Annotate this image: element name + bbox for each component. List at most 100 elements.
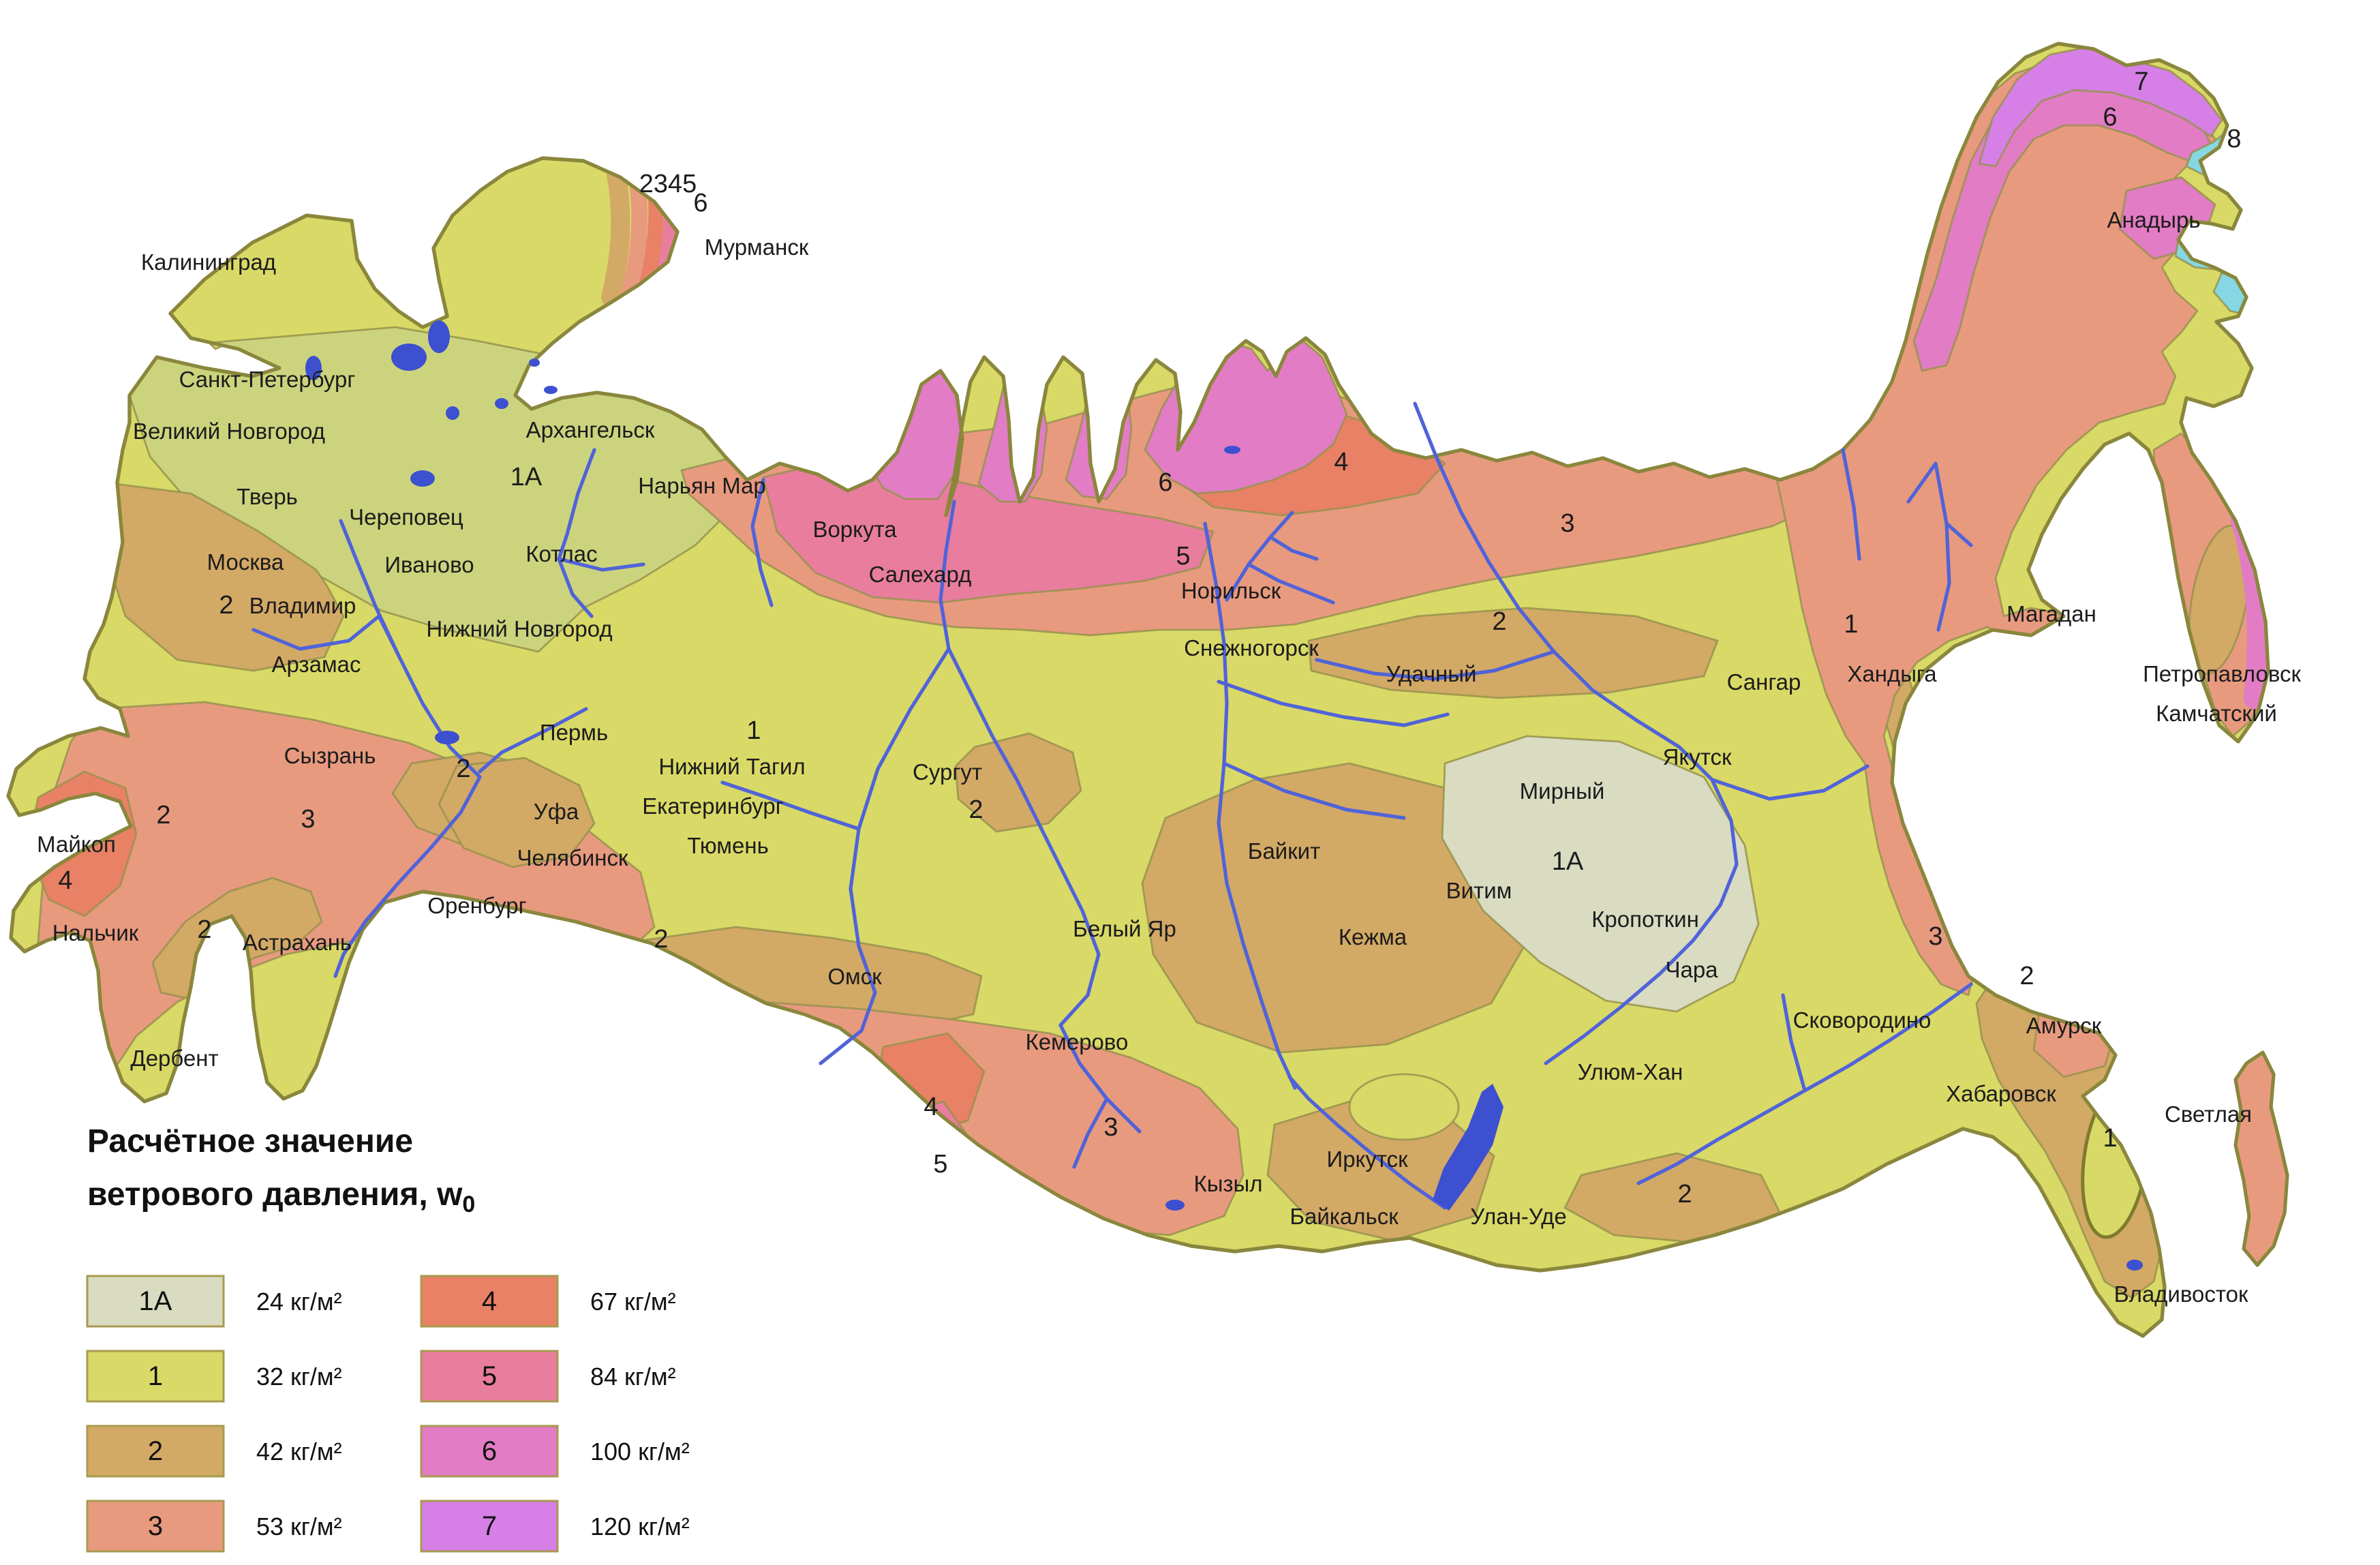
city-label: Уфа	[534, 799, 579, 824]
lena-river	[1413, 401, 1739, 1065]
zone5-vorkuta-band	[762, 457, 1215, 604]
city-label: Петропавловск	[2143, 661, 2301, 686]
legend-title-line1: Расчётное значение	[87, 1123, 413, 1159]
city-label: Астрахань	[243, 930, 352, 955]
dvina-river	[557, 448, 596, 618]
city-label: Омск	[827, 964, 882, 989]
zone-number-label: 2	[456, 755, 470, 783]
city-label: Витим	[1446, 878, 1512, 903]
lake-ladoga	[391, 344, 427, 371]
zone-number-label: 2	[1677, 1180, 1692, 1209]
sakhalin-island	[2233, 1050, 2289, 1267]
zone-number-label: 4	[1334, 448, 1348, 476]
legend-zone-label: 4	[482, 1286, 497, 1316]
legend-value-label: 53 кг/м²	[256, 1513, 342, 1540]
lakes	[305, 320, 2143, 1271]
legend-swatch-6	[420, 1425, 559, 1478]
city-label: Архангельск	[526, 417, 655, 442]
city-label: Кежма	[1339, 924, 1407, 949]
legend: Расчётное значение ветрового давления, w…	[86, 1123, 690, 1553]
city-label: Амурск	[2026, 1013, 2102, 1038]
legend-swatch-2	[86, 1425, 225, 1478]
city-label: Белый Яр	[1073, 916, 1176, 941]
zeya-river	[1781, 993, 1807, 1093]
zone-number-label: 2	[156, 801, 170, 830]
zone-number-label: 1	[1844, 610, 1858, 639]
city-label: Санкт-Петербург	[179, 367, 356, 392]
legend-swatch-7	[420, 1500, 559, 1553]
city-label: Салехард	[869, 562, 972, 587]
zone-number-label: 7	[2134, 67, 2148, 96]
yenisei-river	[1203, 521, 1297, 1090]
city-label: Светлая	[2165, 1101, 2252, 1127]
zone-number-label: 2	[219, 591, 233, 620]
legend-value-label: 84 кг/м²	[590, 1363, 676, 1391]
zone2-moscow	[102, 483, 345, 672]
pechora-river	[750, 478, 774, 607]
taymyr-rivers	[1225, 511, 1335, 605]
city-label: Пермь	[540, 720, 608, 745]
city-label: Сургут	[913, 759, 982, 785]
lake-beloe	[446, 406, 459, 420]
legend-swatch-3	[86, 1500, 225, 1553]
rybinsk-reservoir	[410, 470, 435, 487]
indigirka-river	[1841, 448, 1861, 561]
city-label: Оренбург	[427, 893, 526, 918]
rivers	[251, 401, 1973, 1210]
lake-baikal	[1433, 1084, 1504, 1211]
volga-river	[333, 519, 482, 978]
city-label: Байкальск	[1290, 1204, 1399, 1229]
zone-number-label: 3	[1928, 922, 1942, 951]
zone-number-label: 1	[2103, 1124, 2117, 1153]
vilyuy-river	[1315, 650, 1556, 681]
legend-swatch-5	[420, 1350, 559, 1403]
zone-number-label: 3	[301, 805, 315, 834]
zone2-ufa	[438, 757, 596, 868]
zone-number-label: 2345	[639, 170, 697, 198]
legend-value-label: 32 кг/м²	[256, 1363, 342, 1391]
city-label: Кропоткин	[1591, 907, 1699, 932]
lake-north-3	[544, 386, 558, 394]
city-label: Кемерово	[1026, 1029, 1129, 1054]
city-label: Байкит	[1248, 838, 1320, 864]
angara-river	[1287, 1075, 1447, 1210]
lake-khanka	[2126, 1260, 2143, 1271]
legend-value-label: 42 кг/м²	[256, 1438, 342, 1465]
lake-todzha	[1165, 1200, 1185, 1211]
zone-number-label: 5	[1176, 542, 1190, 571]
city-label: Анадырь	[2107, 207, 2200, 232]
legend-swatch-1А	[86, 1275, 225, 1328]
legend-zone-label: 7	[482, 1511, 497, 1541]
nizhnyaya-tunguska-river	[1217, 680, 1450, 727]
zone7-chukotka	[1978, 45, 2223, 168]
lake-north-1	[495, 398, 508, 409]
city-label: Хабаровск	[1946, 1081, 2056, 1106]
map-labels: Калининград Мурманск Санкт-Петербург Велики…	[37, 67, 2301, 1307]
oka-river	[251, 614, 400, 656]
city-label: Камчатский	[2156, 701, 2277, 726]
lake-onega	[428, 320, 450, 353]
samara-reservoir	[435, 731, 459, 744]
city-label: Нальчик	[52, 920, 139, 945]
legend-value-label: 100 кг/м²	[590, 1438, 690, 1465]
lake-chudskoe	[305, 356, 322, 380]
zone-number-label: 4	[58, 866, 72, 895]
city-label: Мурманск	[705, 234, 809, 260]
zone-number-label: 4	[924, 1093, 938, 1121]
legend-zone-label: 6	[482, 1436, 497, 1466]
legend-zone-label: 3	[148, 1511, 163, 1541]
city-label: Иваново	[384, 552, 474, 577]
city-label: Норильск	[1181, 578, 1281, 603]
zone-number-label: 2	[654, 925, 668, 954]
city-label: Дербент	[130, 1046, 218, 1071]
legend-zone-label: 2	[148, 1436, 163, 1466]
city-label: Челябинск	[517, 845, 628, 870]
city-label: Сковородино	[1793, 1007, 1932, 1033]
ob-river	[939, 500, 1101, 1027]
zone-number-label: 3	[1560, 509, 1574, 538]
city-label: Удачный	[1386, 661, 1477, 686]
irtysh-river	[819, 647, 951, 1065]
zone-number-label: 6	[1158, 468, 1172, 497]
city-label: Великий Новгород	[133, 419, 325, 444]
city-label: Нижний Тагил	[658, 754, 805, 779]
